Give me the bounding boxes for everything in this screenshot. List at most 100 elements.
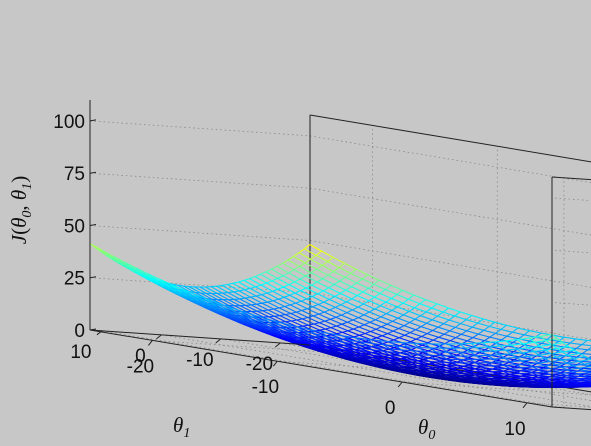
mesh-segment <box>284 306 297 313</box>
mesh-segment <box>288 272 301 280</box>
mesh-segment <box>509 367 522 369</box>
mesh-segment <box>255 294 262 297</box>
mesh-segment <box>555 364 562 368</box>
mesh-segment <box>372 349 384 352</box>
mesh-segment <box>464 347 471 353</box>
mesh-segment <box>311 296 325 303</box>
mesh-segment <box>587 355 591 359</box>
mesh-segment <box>470 342 477 349</box>
mesh-segment <box>306 298 319 305</box>
mesh-segment <box>471 322 479 328</box>
z-tick-mark <box>89 119 97 122</box>
mesh-segment <box>418 354 430 356</box>
mesh-segment <box>268 316 281 323</box>
mesh-segment <box>305 275 318 283</box>
mesh-segment <box>438 333 445 338</box>
mesh-segment <box>260 284 273 292</box>
gridline-z <box>309 187 591 236</box>
mesh-segment <box>374 305 381 310</box>
mesh-segment <box>362 291 375 298</box>
mesh-segment <box>358 317 371 323</box>
mesh-segment <box>553 344 565 348</box>
x-axis-label: θ0 <box>418 415 435 443</box>
mesh-segment <box>417 365 429 368</box>
z-label-func: J <box>7 233 31 244</box>
mesh-segment <box>363 314 376 321</box>
mesh-segment <box>316 281 329 289</box>
gridline-z <box>309 135 591 184</box>
mesh-segment <box>367 283 375 289</box>
box-edge <box>89 329 311 346</box>
mesh-segment <box>398 337 411 343</box>
mesh-segment <box>300 290 313 297</box>
mesh-segment <box>583 374 591 377</box>
mesh-segment <box>419 299 426 305</box>
mesh-segment <box>344 335 356 339</box>
mesh-segment <box>280 324 293 329</box>
mesh-segment <box>314 333 327 337</box>
mesh-segment <box>293 265 300 271</box>
mesh-segment <box>466 326 473 332</box>
mesh-segment <box>395 345 408 348</box>
mesh-segment <box>582 382 591 385</box>
mesh-segment <box>244 289 257 297</box>
mesh-segment <box>233 290 240 293</box>
mesh-segment <box>238 290 251 298</box>
mesh-segment <box>271 277 278 282</box>
mesh-segment <box>261 302 274 310</box>
mesh-segment <box>505 339 518 342</box>
mesh-segment <box>556 356 563 361</box>
mesh-segment <box>239 314 252 320</box>
mesh-segment <box>583 367 591 370</box>
mesh-segment <box>582 378 591 381</box>
mesh-segment <box>291 332 304 337</box>
mesh-segment <box>261 294 274 302</box>
mesh-segment <box>358 326 371 333</box>
mesh-segment <box>295 300 302 304</box>
mesh-segment <box>319 320 326 324</box>
mesh-segment <box>413 294 426 301</box>
mesh-segment <box>455 333 462 339</box>
mesh-segment <box>402 302 415 309</box>
mesh-segment <box>279 329 292 334</box>
mesh-segment <box>551 334 558 340</box>
mesh-segment <box>404 332 411 336</box>
mesh-segment <box>557 338 564 344</box>
mesh-segment <box>277 288 290 296</box>
mesh-segment <box>273 308 286 316</box>
mesh-segment <box>245 304 258 312</box>
mesh-segment <box>507 345 520 349</box>
mesh-segment <box>347 354 360 358</box>
mesh-segment <box>477 322 490 327</box>
mesh-segment <box>243 278 250 281</box>
mesh-segment <box>584 363 591 368</box>
mesh-segment <box>291 320 304 327</box>
mesh-segment <box>344 272 352 278</box>
mesh-segment <box>397 317 410 324</box>
mesh-segment <box>386 309 393 315</box>
mesh-segment <box>369 311 382 318</box>
mesh-segment <box>560 376 572 379</box>
mesh-segment <box>556 345 569 349</box>
mesh-segment <box>510 353 517 358</box>
mesh-segment <box>407 346 414 352</box>
mesh-segment <box>266 282 279 290</box>
mesh-segment <box>370 328 377 333</box>
mesh-segment <box>429 360 441 363</box>
mesh-segment <box>587 385 591 387</box>
mesh-segment <box>380 301 387 307</box>
mesh-segment <box>565 378 578 381</box>
mesh-segment <box>550 361 557 366</box>
mesh-segment <box>355 343 367 347</box>
mesh-segment <box>345 286 352 291</box>
mesh-segment <box>582 353 591 355</box>
mesh-segment <box>290 313 303 320</box>
mesh-segment <box>531 376 544 379</box>
mesh-segment <box>539 345 546 351</box>
mesh-segment <box>310 254 317 260</box>
mesh-segment <box>447 351 454 357</box>
mesh-segment <box>328 284 335 289</box>
mesh-segment <box>504 349 512 355</box>
mesh-segment <box>313 323 326 330</box>
mesh-segment <box>434 364 447 366</box>
